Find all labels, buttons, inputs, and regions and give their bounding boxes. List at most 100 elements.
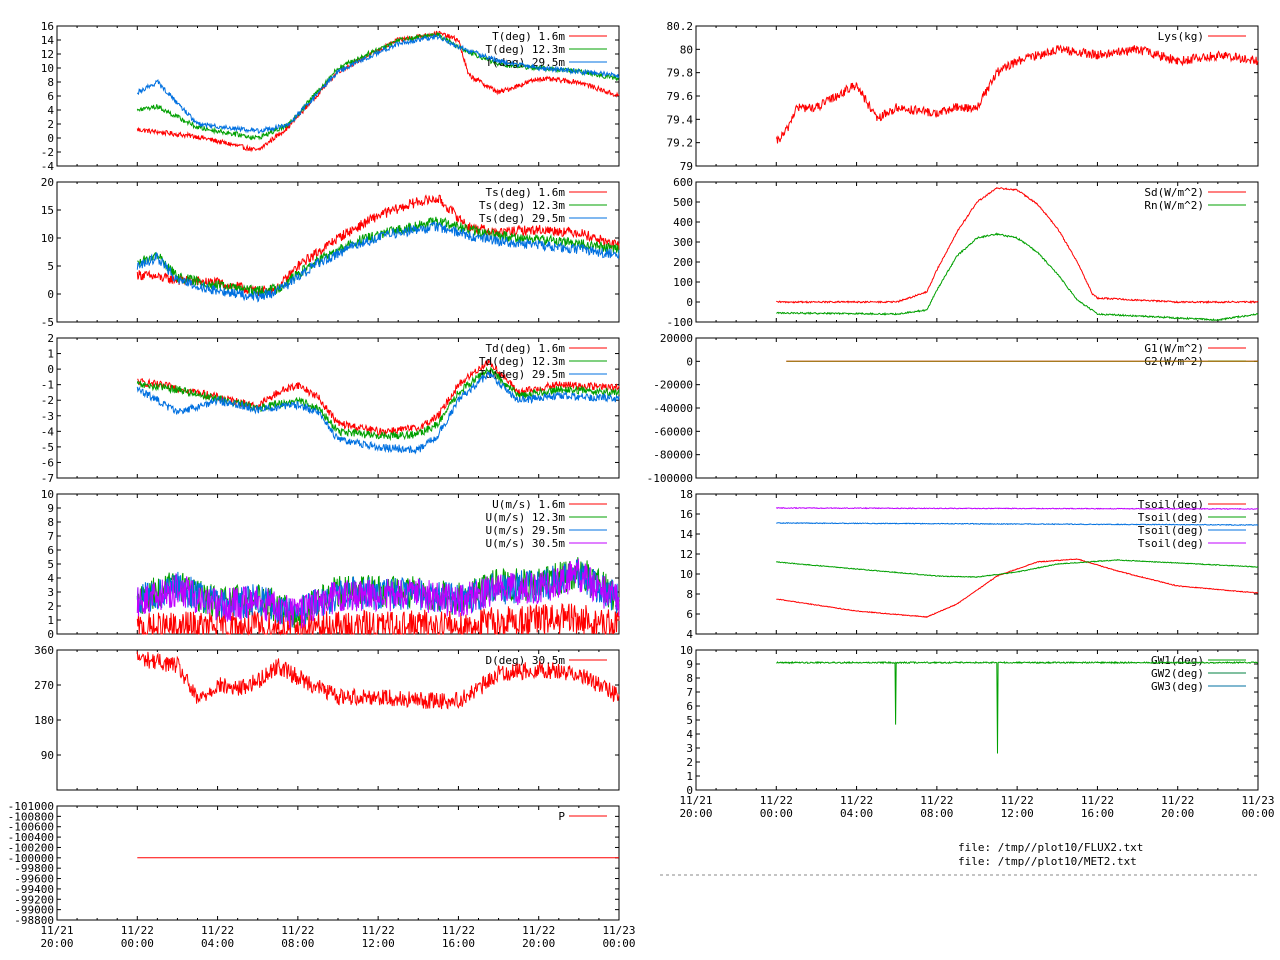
y-tick-label: 500 — [673, 196, 693, 209]
y-tick-label: -80000 — [653, 449, 693, 462]
legend-label: GW1(deg) — [1151, 654, 1204, 667]
x-tick-time: 20:00 — [40, 937, 73, 950]
y-tick-label: 79.6 — [667, 90, 694, 103]
series-line — [775, 558, 1259, 579]
x-tick-time: 16:00 — [1081, 807, 1114, 820]
y-tick-label: -99800 — [14, 862, 54, 875]
series-line — [137, 359, 620, 437]
x-tick-time: 12:00 — [1001, 807, 1034, 820]
chart-panel-10: 01234567891011/2120:0011/2200:0011/2204:… — [679, 644, 1274, 820]
plot-frame — [56, 805, 620, 921]
x-tick-time: 08:00 — [281, 937, 314, 950]
y-tick-label: -4 — [41, 160, 55, 173]
x-tick-time: 00:00 — [1241, 807, 1274, 820]
legend-label: P — [558, 810, 565, 823]
legend-label: U(m/s) 1.6m — [492, 498, 565, 511]
legend-label: T(deg) 29.5m — [486, 56, 566, 69]
y-tick-label: 4 — [686, 728, 693, 741]
y-tick-label: 0 — [686, 296, 693, 309]
y-tick-label: 15 — [41, 204, 54, 217]
y-tick-label: 8 — [686, 588, 693, 601]
series-line — [136, 33, 620, 134]
y-tick-label: -100 — [667, 316, 694, 329]
y-tick-label: 9 — [686, 658, 693, 671]
y-tick-label: 80 — [680, 43, 693, 56]
y-tick-label: -1 — [41, 379, 54, 392]
series-line — [136, 194, 620, 297]
x-tick-date: 11/22 — [1161, 794, 1194, 807]
y-tick-label: 18 — [680, 488, 693, 501]
y-tick-label: -100000 — [647, 472, 693, 485]
chart-panel-5: -101000-100800-100600-100400-100200-1000… — [8, 800, 636, 950]
y-tick-label: 0 — [47, 363, 54, 376]
y-tick-label: -98800 — [14, 914, 54, 927]
x-tick-date: 11/22 — [362, 924, 395, 937]
x-tick-time: 20:00 — [679, 807, 712, 820]
y-tick-label: 12 — [41, 48, 54, 61]
x-tick-time: 04:00 — [840, 807, 873, 820]
y-tick-label: 79.2 — [667, 137, 694, 150]
x-tick-date: 11/21 — [40, 924, 73, 937]
y-tick-label: 1 — [47, 348, 54, 361]
legend-label: Tsoil(deg) — [1138, 511, 1204, 524]
chart-panel-4: 90 180 270 360 D(deg) 30.5m — [34, 644, 620, 791]
y-tick-label: 200 — [673, 256, 693, 269]
y-tick-label: 6 — [686, 608, 693, 621]
y-tick-label: -7 — [41, 472, 54, 485]
legend-label: Td(deg) 29.5m — [479, 368, 565, 381]
y-tick-label: 600 — [673, 176, 693, 189]
plot-frame — [695, 25, 1259, 167]
legend-label: Lys(kg) — [1158, 30, 1204, 43]
y-tick-label: 8 — [686, 672, 693, 685]
x-tick-date: 11/22 — [522, 924, 555, 937]
y-tick-label: -2 — [41, 394, 54, 407]
legend-label: GW3(deg) — [1151, 680, 1204, 693]
y-tick-label: 12 — [680, 548, 693, 561]
series-line — [776, 232, 1259, 322]
x-tick-date: 11/21 — [679, 794, 712, 807]
legend-label: Ts(deg) 1.6m — [486, 186, 566, 199]
y-tick-label: 0 — [686, 784, 693, 797]
y-tick-label: 80.2 — [667, 20, 694, 33]
y-tick-label: 300 — [673, 236, 693, 249]
x-tick-date: 11/22 — [760, 794, 793, 807]
y-tick-label: 9 — [47, 502, 54, 515]
y-tick-label: -100600 — [8, 821, 54, 834]
y-tick-label: 4 — [686, 628, 693, 641]
series-line — [775, 506, 1259, 511]
y-tick-label: -60000 — [653, 425, 693, 438]
x-tick-date: 11/22 — [442, 924, 475, 937]
x-tick-date: 11/22 — [201, 924, 234, 937]
y-tick-label: 0 — [47, 288, 54, 301]
y-tick-label: 20000 — [660, 332, 693, 345]
x-tick-date: 11/22 — [121, 924, 154, 937]
legend-label: Tsoil(deg) — [1138, 498, 1204, 511]
y-tick-label: 0 — [47, 628, 54, 641]
legend-label: Rn(W/m^2) — [1144, 199, 1204, 212]
y-tick-label: 10 — [680, 568, 693, 581]
series-line — [776, 558, 1259, 618]
y-tick-label: -5 — [41, 441, 54, 454]
x-tick-time: 20:00 — [1161, 807, 1194, 820]
y-tick-label: 10 — [41, 232, 54, 245]
series-line — [136, 32, 620, 141]
y-tick-label: 14 — [680, 528, 694, 541]
y-tick-label: 5 — [686, 714, 693, 727]
y-tick-label: 1 — [686, 770, 693, 783]
y-tick-label: 2 — [47, 118, 54, 131]
series-line — [136, 651, 620, 710]
y-tick-label: 2 — [47, 332, 54, 345]
x-tick-date: 11/22 — [1081, 794, 1114, 807]
y-tick-label: 8 — [47, 516, 54, 529]
y-tick-label: 6 — [686, 700, 693, 713]
y-tick-label: 8 — [47, 76, 54, 89]
y-tick-label: 14 — [41, 34, 55, 47]
y-tick-label: 16 — [41, 20, 54, 33]
file-label-met: file: /tmp//plot10/MET2.txt — [958, 855, 1137, 868]
y-tick-label: 10 — [41, 62, 54, 75]
x-tick-time: 16:00 — [442, 937, 475, 950]
chart-panel-6: 79 79.2 79.4 79.6 79.8 80 80.2 Lys(kg) — [667, 20, 1259, 173]
